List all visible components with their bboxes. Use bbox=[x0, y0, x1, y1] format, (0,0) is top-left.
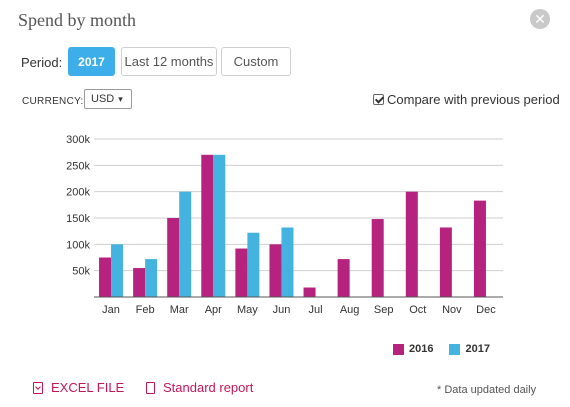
bar-2016-apr bbox=[201, 154, 214, 297]
legend-swatch-2016 bbox=[393, 343, 404, 355]
y-tick-label: 200k bbox=[66, 187, 90, 199]
x-tick-label: Dec bbox=[476, 304, 496, 316]
chart-legend: 2016 2017 bbox=[393, 343, 506, 355]
bar-2016-feb bbox=[133, 268, 146, 297]
bar-2017-jan bbox=[111, 244, 124, 297]
x-tick-label: Sep bbox=[374, 304, 394, 316]
close-button[interactable]: ✕ bbox=[530, 9, 550, 29]
bar-2016-dec bbox=[473, 200, 486, 297]
y-tick-label: 250k bbox=[66, 160, 90, 172]
standard-report-label: Standard report bbox=[163, 380, 254, 395]
x-tick-label: Feb bbox=[136, 304, 155, 316]
bar-2016-nov bbox=[439, 227, 452, 297]
bar-2017-jun bbox=[281, 227, 294, 297]
x-tick-label: Aug bbox=[340, 304, 360, 316]
compare-label: Compare with previous period bbox=[387, 92, 560, 107]
period-option-custom[interactable]: Custom bbox=[221, 47, 291, 76]
x-tick-label: Jan bbox=[102, 304, 120, 316]
data-updated-note: * Data updated daily bbox=[437, 384, 537, 396]
bar-2016-aug bbox=[337, 259, 350, 297]
period-option-last-12-months[interactable]: Last 12 months bbox=[121, 47, 217, 76]
currency-value: USD bbox=[91, 93, 115, 105]
y-tick-label: 150k bbox=[66, 213, 90, 225]
period-label: Period: bbox=[21, 55, 63, 70]
chart-bars bbox=[99, 154, 486, 297]
bar-2016-oct bbox=[405, 191, 418, 297]
x-tick-label: Mar bbox=[170, 304, 189, 316]
bar-2017-feb bbox=[145, 259, 158, 297]
bar-2016-mar bbox=[167, 218, 180, 297]
standard-report-link[interactable]: Standard report bbox=[146, 380, 253, 395]
x-tick-label: Nov bbox=[442, 304, 462, 316]
y-tick-label: 100k bbox=[66, 239, 90, 251]
x-axis-ticks: Jan Feb Mar Apr May Jun Jul Aug Sep Oct Nov Dec bbox=[102, 304, 496, 316]
legend-swatch-2017 bbox=[449, 343, 461, 355]
compare-checkbox[interactable] bbox=[373, 94, 384, 105]
bar-2017-may bbox=[247, 232, 260, 297]
x-tick-label: Oct bbox=[409, 304, 426, 316]
bar-2016-jun bbox=[269, 244, 282, 297]
x-tick-label: Jun bbox=[273, 304, 291, 316]
x-tick-label: May bbox=[237, 304, 258, 316]
close-icon: ✕ bbox=[534, 10, 546, 27]
legend-item-2017: 2017 bbox=[449, 343, 490, 355]
compare-previous-toggle[interactable]: Compare with previous period bbox=[373, 92, 560, 107]
legend-item-2016: 2016 bbox=[393, 343, 433, 355]
download-icon bbox=[33, 381, 43, 394]
bar-2016-sep bbox=[371, 219, 384, 297]
bar-2016-may bbox=[235, 248, 248, 297]
page-title: Spend by month bbox=[18, 10, 137, 30]
y-tick-label: 50k bbox=[72, 266, 90, 278]
y-axis-ticks: 50k 100k 150k 200k 250k 300k bbox=[66, 134, 90, 278]
document-icon bbox=[146, 381, 155, 394]
excel-file-link[interactable]: EXCEL FILE bbox=[33, 380, 124, 395]
bar-2017-mar bbox=[179, 191, 192, 297]
currency-select[interactable]: USD ▾ bbox=[84, 89, 132, 109]
legend-label-2017: 2017 bbox=[465, 343, 490, 355]
bar-2017-apr bbox=[213, 154, 226, 297]
currency-label: CURRENCY: bbox=[22, 96, 84, 107]
excel-file-label: EXCEL FILE bbox=[51, 380, 125, 395]
bar-2016-jan bbox=[99, 257, 112, 297]
chart-grid bbox=[94, 138, 503, 272]
bar-2016-jul bbox=[303, 287, 316, 297]
y-tick-label: 300k bbox=[66, 134, 90, 146]
x-tick-label: Apr bbox=[205, 304, 222, 316]
x-tick-label: Jul bbox=[309, 304, 323, 316]
legend-label-2016: 2016 bbox=[409, 343, 434, 355]
chevron-down-icon: ▾ bbox=[118, 93, 123, 104]
period-option-2017[interactable]: 2017 bbox=[68, 47, 115, 76]
